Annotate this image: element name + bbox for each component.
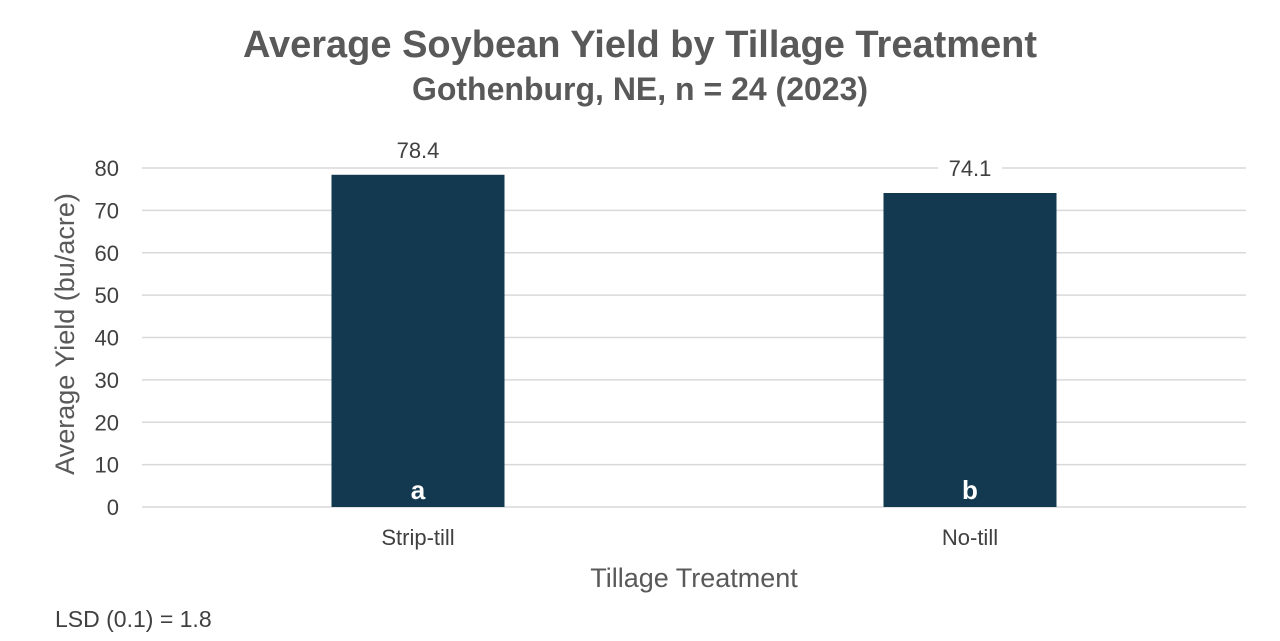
chart-subtitle: Gothenburg, NE, n = 24 (2023) bbox=[412, 71, 868, 107]
data-label-background bbox=[938, 153, 1002, 184]
y-tick-label: 30 bbox=[95, 368, 119, 393]
y-tick-label: 70 bbox=[95, 198, 119, 223]
data-label: 78.4 bbox=[397, 138, 440, 163]
y-tick-label: 60 bbox=[95, 241, 119, 266]
y-tick-label: 80 bbox=[95, 156, 119, 181]
bars: 78.4 a 74.1 b bbox=[331, 134, 1057, 507]
y-tick-label: 20 bbox=[95, 410, 119, 435]
y-tick-label: 10 bbox=[95, 453, 119, 478]
gridlines bbox=[142, 167, 1246, 508]
x-tick-label: Strip-till bbox=[381, 525, 454, 550]
y-tick-label: 50 bbox=[95, 283, 119, 308]
x-axis-title: Tillage Treatment bbox=[590, 563, 798, 593]
significance-letter: a bbox=[411, 475, 426, 505]
data-label: 74.1 bbox=[949, 156, 992, 181]
significance-letter: b bbox=[962, 475, 978, 505]
y-tick-label: 40 bbox=[95, 326, 119, 351]
x-tick-label: No-till bbox=[942, 525, 998, 550]
lsd-footnote: LSD (0.1) = 1.8 bbox=[55, 606, 212, 632]
bar bbox=[883, 193, 1057, 507]
data-label-background bbox=[386, 134, 450, 165]
x-axis-ticks: Strip-till No-till bbox=[381, 525, 998, 550]
y-axis-ticks: 0 10 20 30 40 50 60 70 80 bbox=[95, 156, 119, 520]
bar bbox=[331, 174, 505, 507]
y-axis-title: Average Yield (bu/acre) bbox=[50, 193, 80, 475]
chart-title: Average Soybean Yield by Tillage Treatme… bbox=[243, 24, 1037, 66]
y-tick-label: 0 bbox=[107, 495, 119, 520]
